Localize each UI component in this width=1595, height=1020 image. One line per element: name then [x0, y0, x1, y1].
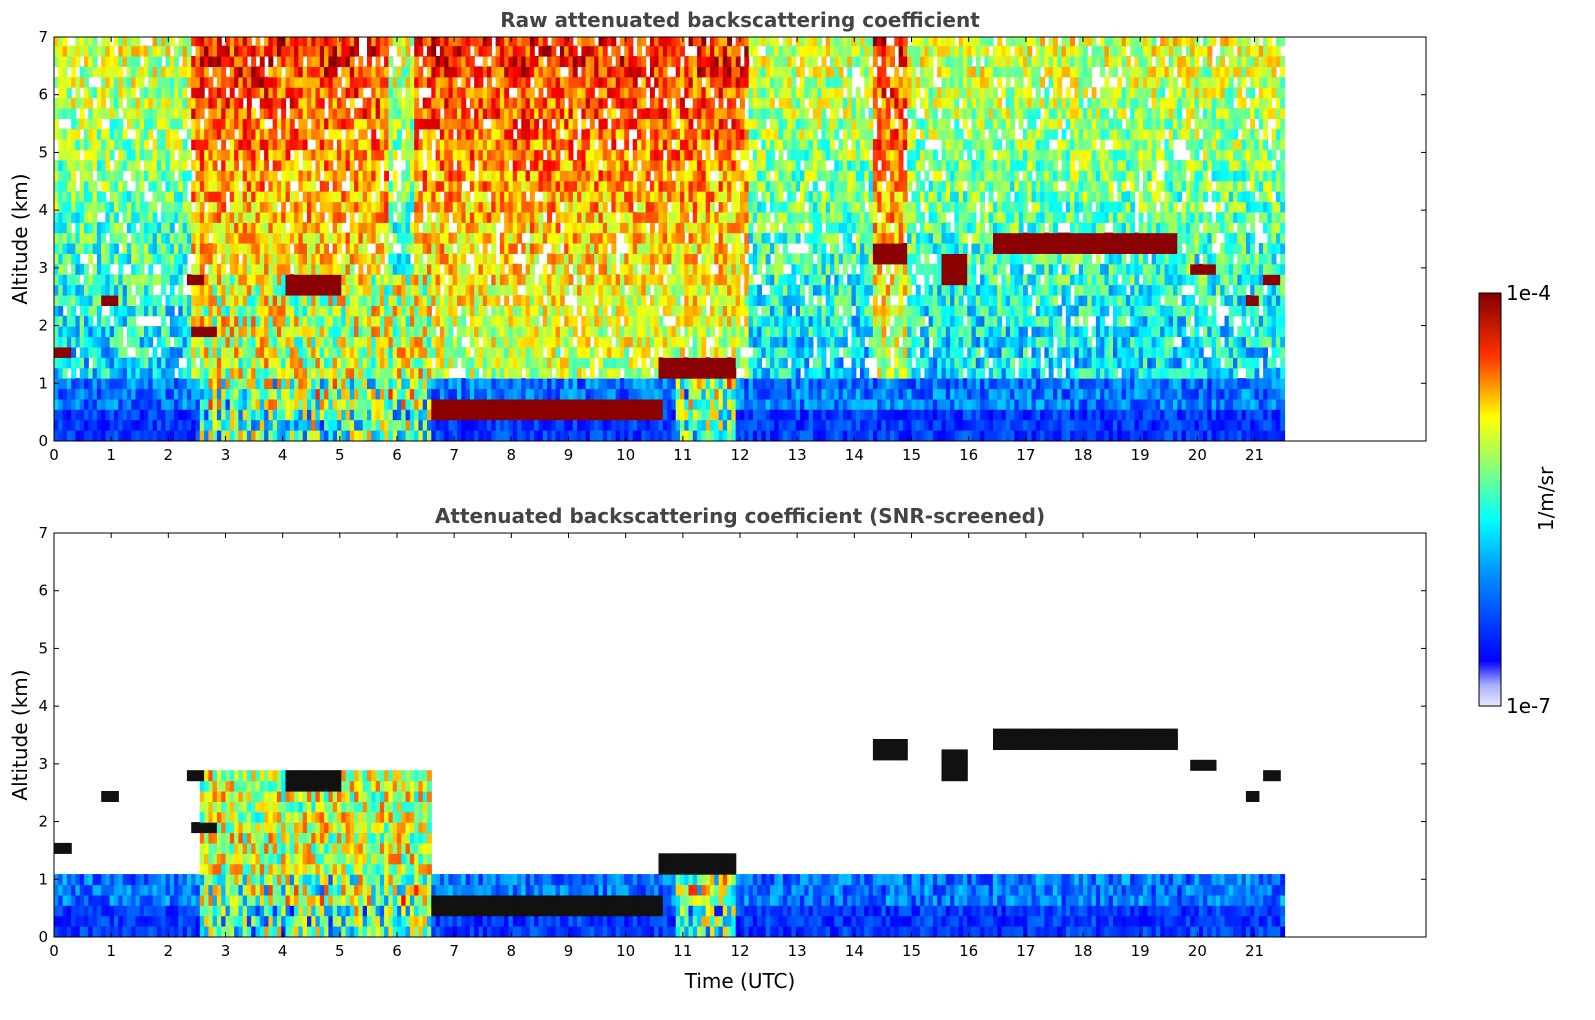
- y-tick-label: 7: [38, 28, 48, 46]
- x-tick-label: 4: [278, 446, 288, 464]
- x-tick-label: 12: [730, 446, 749, 464]
- x-tick-label: 19: [1131, 446, 1150, 464]
- x-tick-label: 9: [564, 446, 574, 464]
- y-tick-label: 3: [38, 755, 48, 773]
- x-tick-label: 21: [1245, 446, 1264, 464]
- panel-b-title: Attenuated backscattering coefficient (S…: [435, 504, 1045, 528]
- y-tick-label: 7: [38, 524, 48, 542]
- x-tick-label: 12: [730, 942, 749, 960]
- x-tick-label: 0: [49, 942, 59, 960]
- x-tick-label: 11: [673, 942, 692, 960]
- x-tick-label: 7: [449, 446, 459, 464]
- y-tick-label: 1: [38, 870, 48, 888]
- x-tick-label: 14: [845, 942, 864, 960]
- panel-b-ylabel: Altitude (km): [8, 669, 32, 800]
- x-tick-label: 20: [1188, 942, 1207, 960]
- x-tick-label: 5: [335, 446, 345, 464]
- x-tick-label: 5: [335, 942, 345, 960]
- x-tick-label: 16: [959, 942, 978, 960]
- y-tick-label: 2: [38, 813, 48, 831]
- panel-b-heatmap: [54, 728, 1286, 937]
- x-tick-label: 18: [1073, 942, 1092, 960]
- panel-a-heatmap: [54, 37, 1286, 441]
- y-tick-label: 6: [38, 582, 48, 600]
- y-tick-label: 0: [38, 432, 48, 450]
- x-tick-label: 16: [959, 446, 978, 464]
- x-tick-label: 0: [49, 446, 59, 464]
- x-tick-label: 3: [221, 942, 231, 960]
- x-tick-label: 19: [1131, 942, 1150, 960]
- x-tick-label: 8: [507, 942, 517, 960]
- panel-a-title: Raw attenuated backscattering coefficien…: [500, 8, 980, 32]
- y-tick-label: 6: [38, 86, 48, 104]
- panel-b-ticks: 0 1 2 3 4 5 6 7 8 9 10 11 12 13 14 15 16 17 18 19 20 21012345…: [38, 524, 1426, 960]
- panel-b-xlabel: Time (UTC): [684, 969, 796, 993]
- panel-a-ticks: 0 1 2 3 4 5 6 7 8 9 10 11 12 13 14 15 16 17 18 19 20 21012345…: [38, 28, 1426, 464]
- y-tick-label: 4: [38, 697, 48, 715]
- x-tick-label: 1: [106, 446, 116, 464]
- x-tick-label: 17: [1016, 446, 1035, 464]
- x-tick-label: 10: [616, 942, 635, 960]
- x-tick-label: 8: [507, 446, 517, 464]
- y-tick-label: 3: [38, 259, 48, 277]
- colorbar-max-label: 1e-4: [1506, 281, 1551, 305]
- x-tick-label: 20: [1188, 446, 1207, 464]
- colorbar: [1478, 292, 1502, 707]
- y-tick-label: 5: [38, 143, 48, 161]
- x-tick-label: 17: [1016, 942, 1035, 960]
- x-tick-label: 10: [616, 446, 635, 464]
- panel-a-ylabel: Altitude (km): [8, 173, 32, 304]
- y-tick-label: 4: [38, 201, 48, 219]
- x-tick-label: 1: [106, 942, 116, 960]
- x-tick-label: 6: [392, 942, 402, 960]
- x-tick-label: 3: [221, 446, 231, 464]
- x-tick-label: 2: [164, 942, 174, 960]
- x-tick-label: 4: [278, 942, 288, 960]
- colorbar-unit-label: 1/m/sr: [1534, 466, 1558, 531]
- y-tick-label: 2: [38, 317, 48, 335]
- y-tick-label: 0: [38, 928, 48, 946]
- x-tick-label: 21: [1245, 942, 1264, 960]
- x-tick-label: 2: [164, 446, 174, 464]
- y-tick-label: 5: [38, 639, 48, 657]
- x-tick-label: 15: [902, 446, 921, 464]
- x-tick-label: 9: [564, 942, 574, 960]
- x-tick-label: 13: [788, 942, 807, 960]
- x-tick-label: 6: [392, 446, 402, 464]
- x-tick-label: 14: [845, 446, 864, 464]
- colorbar-min-label: 1e-7: [1506, 694, 1551, 718]
- x-tick-label: 15: [902, 942, 921, 960]
- x-tick-label: 18: [1073, 446, 1092, 464]
- y-tick-label: 1: [38, 374, 48, 392]
- x-tick-label: 13: [788, 446, 807, 464]
- x-tick-label: 11: [673, 446, 692, 464]
- x-tick-label: 7: [449, 942, 459, 960]
